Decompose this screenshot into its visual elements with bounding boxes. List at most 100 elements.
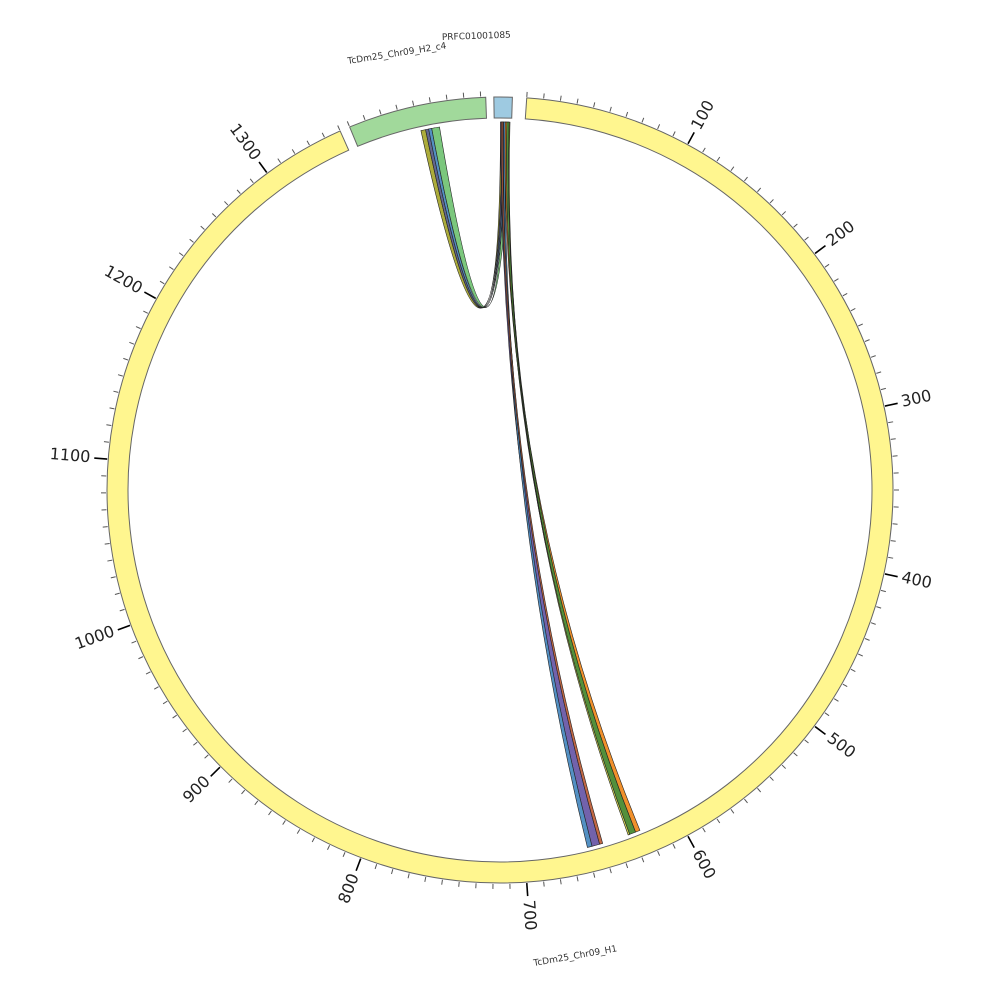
- minor-tick: [757, 787, 762, 793]
- chromosome-H2: [348, 96, 488, 147]
- minor-tick: [282, 820, 286, 825]
- chrom-label-prfc: PRFC01001085: [442, 31, 511, 43]
- minor-tick: [254, 800, 259, 806]
- major-tick: [258, 161, 268, 173]
- minor-tick: [178, 252, 184, 257]
- major-tick: [355, 858, 362, 872]
- minor-tick: [793, 223, 798, 228]
- minor-tick: [890, 540, 896, 542]
- link-ribbon: [501, 121, 604, 845]
- minor-tick: [153, 686, 159, 690]
- minor-tick: [804, 739, 809, 744]
- minor-tick: [609, 106, 612, 112]
- minor-tick: [824, 712, 830, 717]
- minor-tick: [169, 266, 174, 270]
- minor-tick: [593, 872, 596, 878]
- links-layer: [420, 121, 641, 848]
- minor-tick: [593, 102, 596, 108]
- minor-tick: [337, 125, 341, 131]
- minor-tick: [379, 109, 382, 115]
- minor-tick: [189, 238, 194, 243]
- minor-tick: [182, 728, 187, 733]
- major-tick: [117, 624, 131, 631]
- minor-tick: [744, 176, 748, 182]
- minor-tick: [730, 808, 735, 814]
- major-tick: [884, 573, 898, 578]
- minor-tick: [730, 166, 735, 172]
- link-ribbon: [508, 121, 631, 836]
- minor-tick: [842, 292, 848, 297]
- minor-tick: [228, 778, 233, 783]
- minor-tick: [609, 868, 612, 874]
- minor-tick: [850, 668, 856, 672]
- tick-label: 1100: [49, 444, 91, 466]
- minor-tick: [672, 843, 676, 849]
- minor-tick: [804, 236, 809, 241]
- minor-tick: [850, 308, 856, 312]
- minor-tick: [268, 810, 272, 816]
- minor-tick: [458, 881, 460, 887]
- tick-label: 600: [689, 846, 720, 882]
- minor-tick: [781, 764, 787, 769]
- minor-tick: [131, 640, 137, 644]
- minor-tick: [113, 390, 119, 393]
- tick-label: 1200: [101, 261, 146, 297]
- minor-tick: [876, 371, 882, 374]
- tick-label: 200: [822, 216, 858, 250]
- minor-tick: [104, 542, 110, 545]
- minor-tick: [842, 683, 848, 688]
- major-tick: [884, 402, 898, 407]
- minor-tick: [702, 147, 706, 153]
- tick-label: 500: [824, 728, 860, 762]
- minor-tick: [559, 95, 562, 101]
- minor-tick: [641, 117, 645, 123]
- minor-tick: [781, 211, 787, 216]
- major-tick: [210, 766, 221, 777]
- minor-tick: [241, 789, 246, 795]
- minor-tick: [890, 438, 896, 440]
- chrom-label-h2: TcDm25_Chr09_H2_c4: [346, 41, 447, 67]
- minor-tick: [107, 559, 113, 562]
- major-tick: [687, 131, 695, 145]
- minor-tick: [769, 776, 774, 781]
- minor-tick: [395, 104, 398, 110]
- minor-tick: [123, 357, 129, 361]
- minor-tick: [327, 845, 331, 850]
- minor-tick: [224, 201, 229, 206]
- minor-tick: [833, 698, 839, 702]
- chromosome-H1: [106, 97, 894, 884]
- minor-tick: [204, 754, 209, 759]
- major-tick: [143, 291, 157, 300]
- minor-tick: [576, 876, 579, 882]
- major-tick: [814, 725, 826, 736]
- minor-tick: [716, 156, 721, 162]
- minor-tick: [702, 827, 706, 833]
- minor-tick: [858, 653, 863, 657]
- minor-tick: [172, 714, 177, 719]
- minor-tick: [103, 441, 109, 443]
- minor-tick: [864, 638, 870, 641]
- minor-tick: [876, 606, 882, 609]
- minor-tick: [346, 121, 350, 127]
- minor-tick: [311, 837, 315, 843]
- minor-tick: [296, 829, 301, 834]
- minor-tick: [110, 576, 116, 579]
- minor-tick: [657, 124, 661, 130]
- minor-tick: [200, 225, 205, 230]
- major-tick: [687, 835, 695, 849]
- minor-tick: [117, 374, 123, 377]
- minor-tick: [864, 339, 870, 342]
- tick-label: 400: [900, 567, 934, 592]
- minor-tick: [342, 852, 346, 858]
- minor-tick: [306, 140, 310, 146]
- minor-tick: [576, 98, 579, 104]
- ticks-layer: 100 200 300 400 500 600 700 800 900 1000 1100 1200 1…: [49, 91, 934, 931]
- minor-tick: [769, 199, 774, 204]
- tick-label: 1300: [226, 120, 265, 164]
- minor-tick: [143, 310, 149, 314]
- minor-tick: [870, 622, 876, 625]
- ideogram-layer: [106, 96, 894, 884]
- minor-tick: [672, 131, 676, 137]
- minor-tick: [277, 158, 282, 164]
